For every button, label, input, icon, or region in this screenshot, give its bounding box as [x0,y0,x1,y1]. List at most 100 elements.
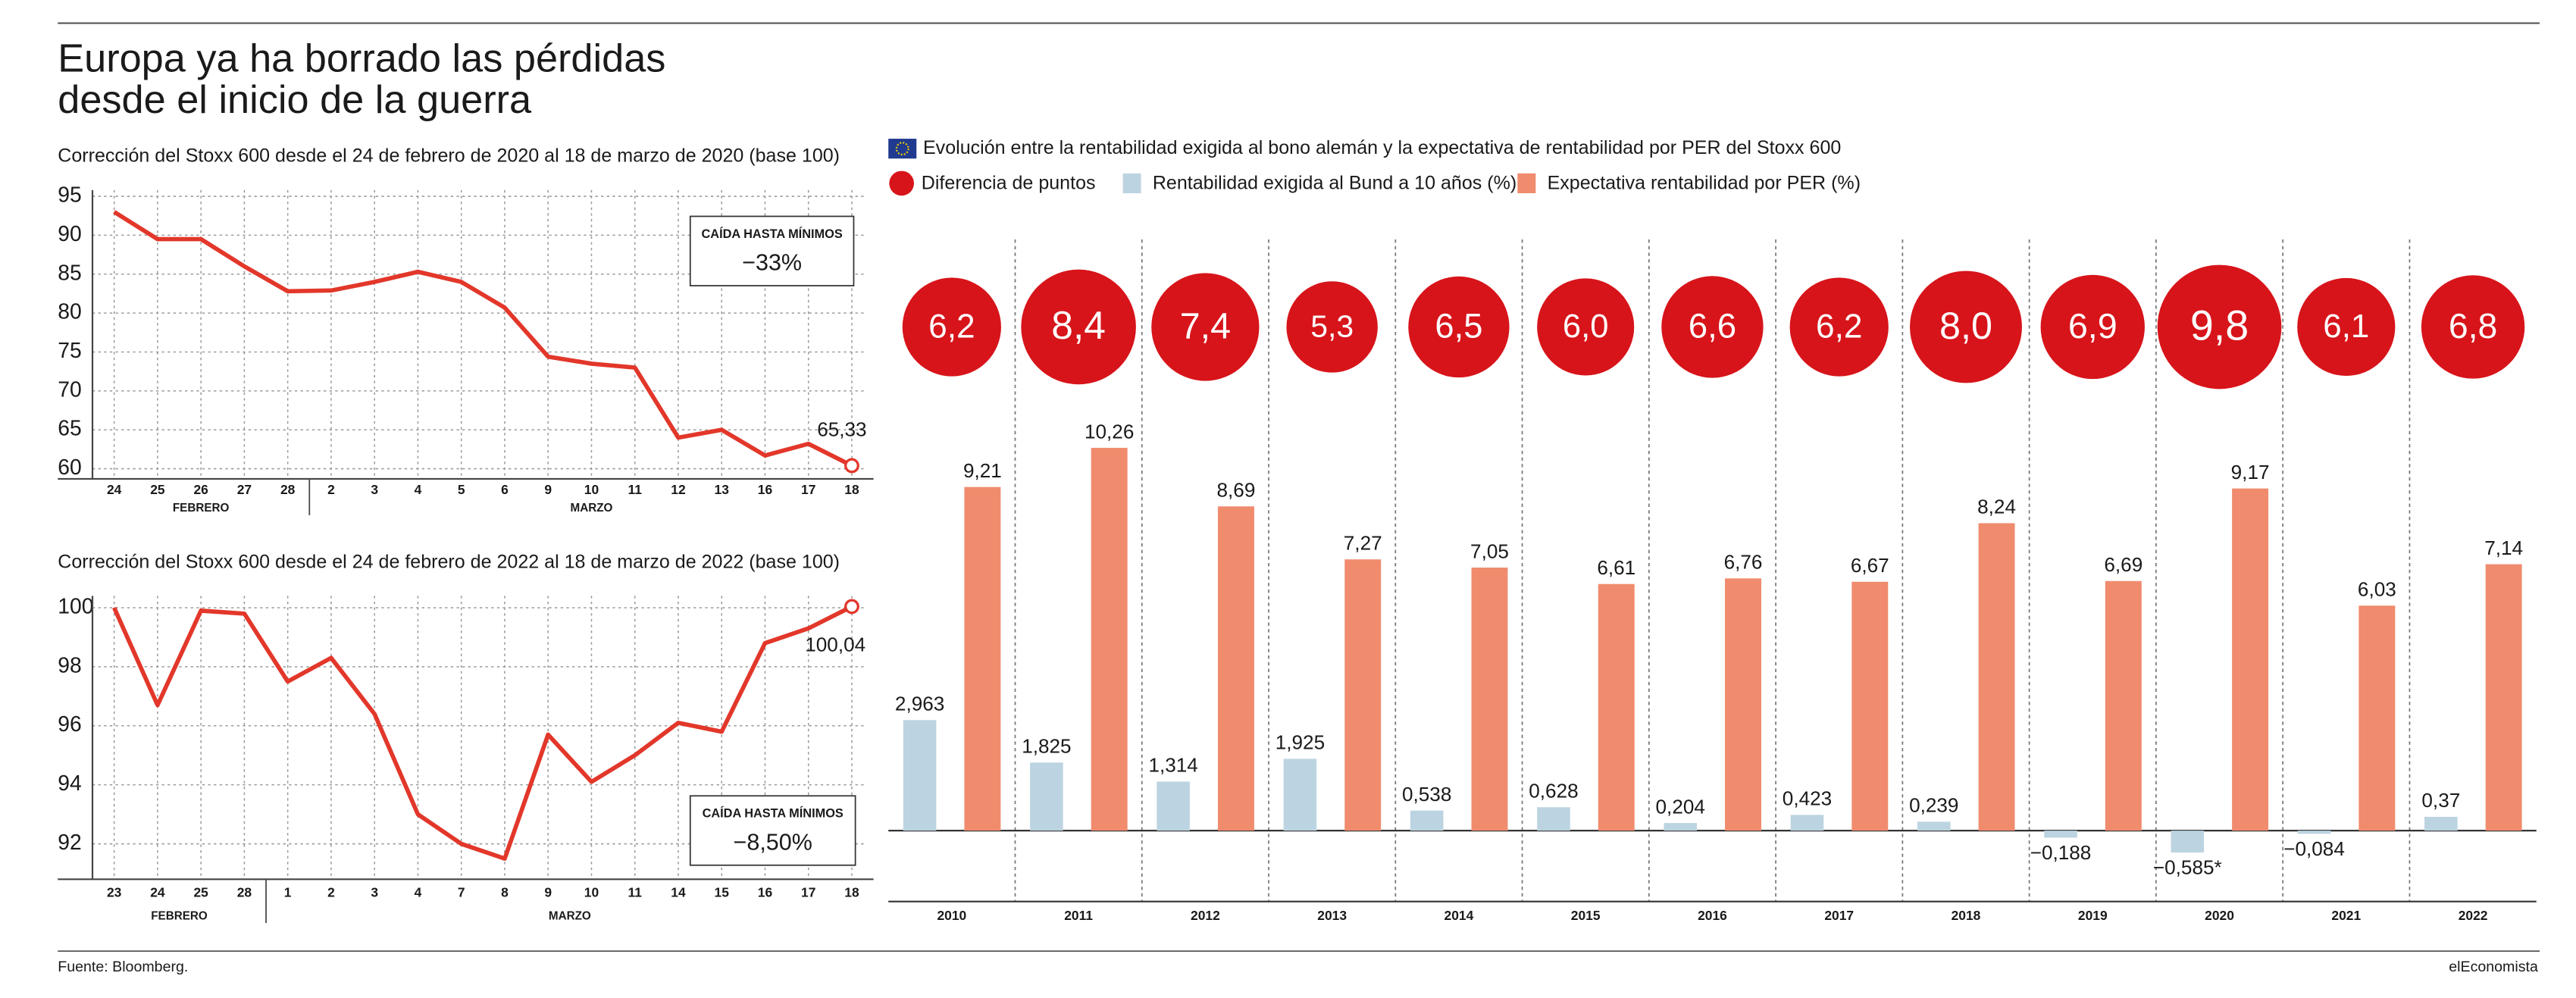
chart-subtitle: Corrección del Stoxx 600 desde el 24 de … [58,145,840,167]
value-label: −0,585* [2153,856,2222,879]
y-tick-label: 95 [58,183,82,208]
x-tick-label: 13 [715,482,730,497]
bubble [1789,277,1889,377]
x-tick-label: 2017 [1824,908,1854,923]
x-tick-label: 2014 [1445,908,1474,923]
bar [964,486,1001,831]
bubble [1537,278,1635,376]
x-tick-label: 2 [327,482,335,497]
value-label: 0,538 [1402,783,1451,806]
y-tick-label: 85 [58,261,82,285]
bar [1157,781,1190,831]
bar [2232,488,2269,831]
value-label: 2,963 [895,693,944,715]
bubble [2040,274,2145,380]
y-tick-label: 98 [58,653,82,677]
x-tick-label: 9 [544,884,552,899]
x-tick-label: 2019 [2078,908,2108,923]
value-label: 0,239 [1909,794,1958,817]
x-tick-label: 4 [415,482,422,497]
x-tick-label: 6 [501,482,509,497]
title: Europa ya ha borrado las pérdidas [58,36,665,80]
bubble-label: 8,4 [1051,303,1106,347]
x-tick-label: 10 [584,482,599,497]
bar [1091,447,1128,831]
bar [2171,831,2205,853]
value-label: 8,24 [1977,496,2016,518]
x-tick-label: 3 [371,482,378,497]
x-tick-label: 2010 [937,908,966,923]
y-tick-label: 70 [58,377,82,402]
value-label: 7,05 [1470,540,1509,562]
bubble-label: 6,9 [2068,306,2117,346]
callout-box [689,215,855,286]
value-label: −0,188 [2030,841,2092,864]
value-label: 9,17 [2231,461,2270,483]
value-label: 10,26 [1085,420,1134,443]
y-tick-label: 96 [58,712,82,737]
bubble [1910,271,2022,383]
x-tick-label: 2020 [2205,908,2234,923]
x-tick-label: 11 [628,884,642,899]
bubble-label: 6,0 [1563,308,1609,345]
value-label: 6,67 [1851,554,1889,577]
bubble [1021,269,1136,385]
bar [1790,815,1824,831]
bar [1030,762,1063,831]
x-tick-label: 2022 [2459,908,2488,923]
y-tick-label: 90 [58,222,82,246]
x-tick-label: 15 [715,884,730,899]
value-label: 0,204 [1656,795,1705,818]
x-tick-label: 2012 [1191,908,1220,923]
y-tick-label: 80 [58,300,82,324]
bubble-label: 5,3 [1310,308,1354,343]
bar [1664,823,1698,831]
bubble [1151,273,1260,381]
bar [1725,578,1761,831]
end-point [844,458,859,474]
month-label: FEBRERO [151,909,208,922]
x-tick-label: 12 [671,482,685,497]
bar [2358,605,2396,831]
month-label: FEBRERO [173,502,230,515]
x-tick-label: 11 [628,482,642,497]
x-tick-label: 2011 [1064,908,1093,923]
bar [1217,506,1254,831]
end-label: 100,04 [805,634,865,656]
x-tick-label: 28 [237,884,252,899]
x-tick-label: 2 [327,884,335,899]
bar [2424,816,2458,831]
value-label: 6,76 [1724,551,1763,574]
bar [1851,581,1889,831]
callout-value: −33% [742,250,802,276]
end-point [844,599,859,615]
x-tick-label: 23 [107,884,122,899]
bubble [2157,264,2282,390]
legend-label: Diferencia de puntos [922,173,1096,194]
eu-flag [888,139,917,159]
bar [2105,580,2142,831]
x-tick-label: 10 [584,884,599,899]
x-tick-label: 2021 [2331,908,2361,923]
legend-label: Expectativa rentabilidad por PER (%) [1548,173,1861,194]
y-tick-label: 65 [58,417,82,441]
x-tick-label: 14 [671,884,686,899]
x-tick-label: 24 [150,884,165,899]
value-label: 6,61 [1597,556,1635,579]
value-label: 1,825 [1022,735,1071,758]
bubble-label: 8,0 [1939,304,1992,347]
bubble-label: 9,8 [2190,302,2249,349]
x-tick-label: 25 [150,482,165,497]
x-tick-label: 24 [107,482,122,497]
value-label: 1,925 [1275,731,1325,754]
x-tick-label: 28 [280,482,296,497]
x-tick-label: 3 [371,884,378,899]
value-label: −0,084 [2283,837,2345,860]
x-tick-label: 2016 [1698,908,1727,923]
bubble [1661,276,1764,378]
value-label: 1,314 [1148,754,1197,777]
line-series [112,604,853,861]
